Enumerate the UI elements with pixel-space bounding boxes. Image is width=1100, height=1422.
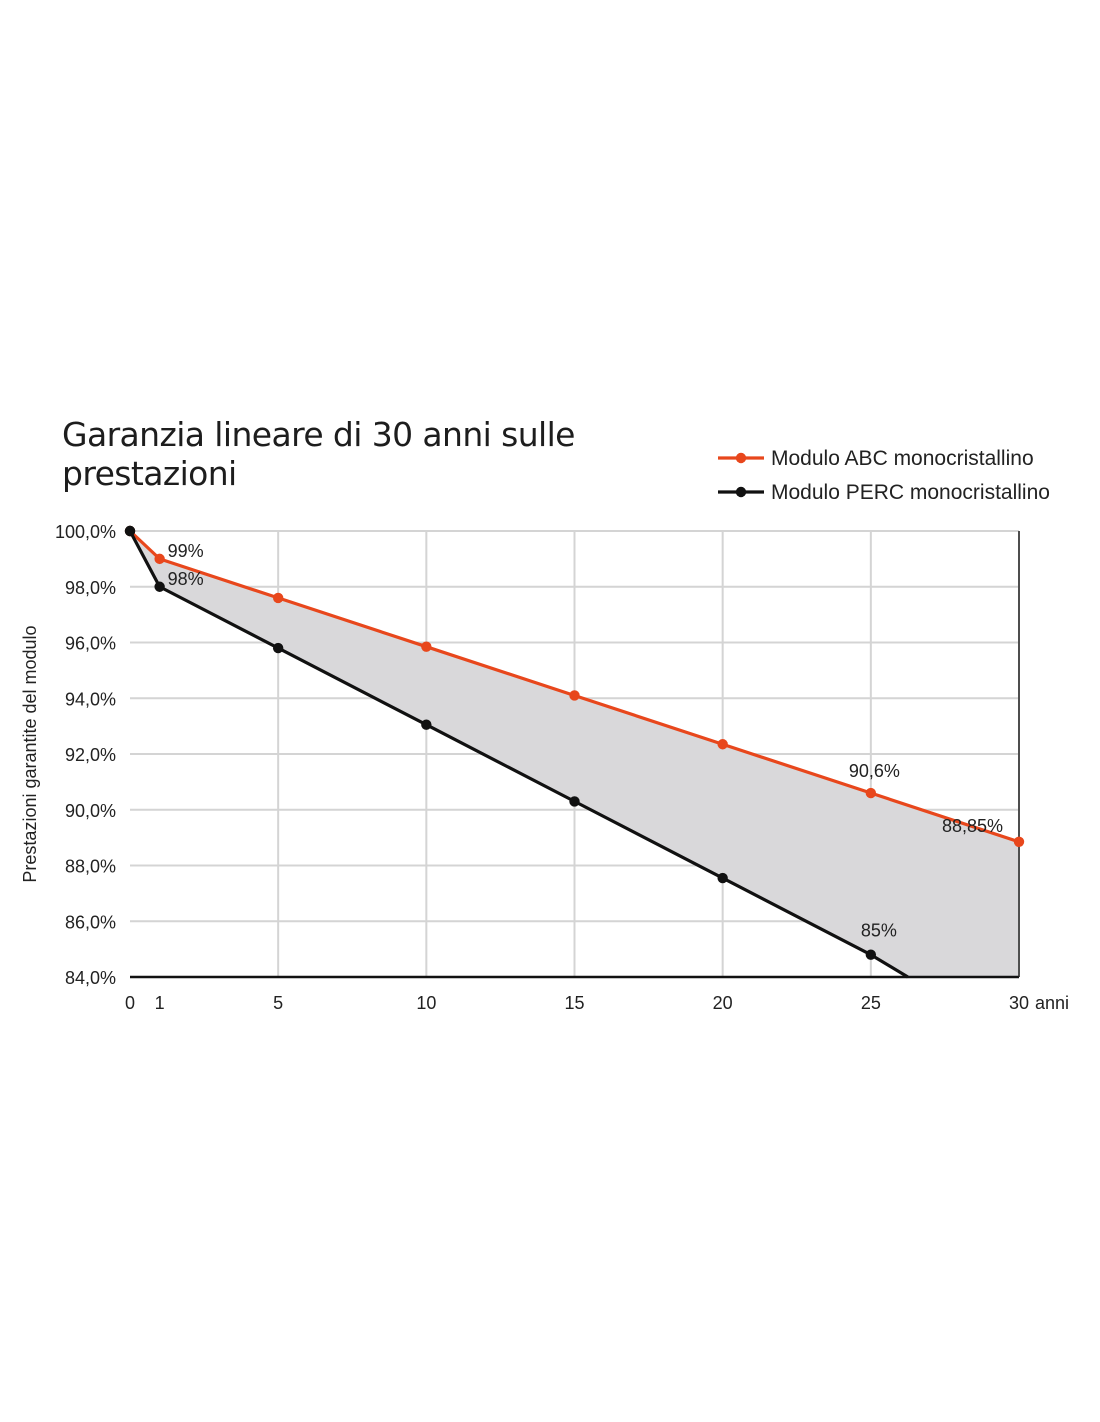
chart-title-line-1: Garanzia lineare di 30 anni sulle bbox=[62, 415, 575, 454]
data-label: 90,6% bbox=[849, 761, 900, 781]
data-point-abc bbox=[421, 641, 432, 652]
data-point-perc bbox=[717, 872, 728, 884]
x-tick-label: 20 bbox=[713, 993, 733, 1013]
y-tick-label: 96,0% bbox=[65, 634, 116, 654]
data-point-abc bbox=[569, 690, 580, 701]
data-label: 85% bbox=[861, 921, 897, 941]
data-point-perc bbox=[569, 796, 580, 807]
data-point-abc bbox=[717, 739, 728, 750]
data-point-abc bbox=[272, 592, 284, 604]
x-tick-label: 5 bbox=[273, 993, 283, 1013]
data-point-abc bbox=[154, 553, 165, 565]
data-label: 99% bbox=[168, 541, 204, 561]
shaded-gap-area bbox=[130, 531, 1019, 977]
data-label: 88,85% bbox=[942, 816, 1003, 836]
data-point-perc bbox=[865, 949, 877, 960]
x-tick-label: 25 bbox=[861, 993, 881, 1013]
x-tick-label: 1 bbox=[155, 993, 165, 1013]
legend-label: Modulo PERC monocristallino bbox=[771, 481, 1050, 504]
legend-swatch-marker bbox=[735, 486, 747, 498]
legend-swatch-marker bbox=[735, 452, 747, 464]
y-tick-label: 92,0% bbox=[65, 745, 116, 765]
data-point-perc bbox=[421, 719, 432, 730]
x-tick-label: 30 bbox=[1009, 993, 1029, 1013]
y-tick-label: 94,0% bbox=[65, 689, 116, 709]
y-tick-label: 98,0% bbox=[65, 578, 116, 598]
x-tick-label: 0 bbox=[125, 993, 135, 1013]
data-point-abc bbox=[1013, 836, 1025, 848]
data-label: 98% bbox=[168, 569, 204, 589]
y-axis-title: Prestazioni garantite del modulo bbox=[20, 625, 40, 882]
series-line-perc bbox=[128, 530, 909, 979]
x-tick-label: 15 bbox=[564, 993, 584, 1013]
chart-title-line-2: prestazioni bbox=[62, 454, 237, 493]
x-axis-title: anni bbox=[1035, 993, 1069, 1013]
series-line-abc bbox=[128, 529, 1020, 844]
y-tick-label: 84,0% bbox=[65, 968, 116, 988]
data-point-perc bbox=[272, 642, 284, 654]
chart-legend: Modulo ABC monocristallino Modulo PERC mo… bbox=[718, 447, 1050, 504]
legend-label: Modulo ABC monocristallino bbox=[771, 447, 1034, 470]
x-tick-label: 10 bbox=[416, 993, 436, 1013]
y-tick-label: 88,0% bbox=[65, 857, 116, 877]
plot-area: 84,0% 86,0% 88,0% 90,0% 92,0% 94,0% 96,0% 98,0%… bbox=[55, 522, 1029, 1013]
y-tick-label: 100,0% bbox=[55, 522, 116, 542]
chart-title: Garanzia lineare di 30 anni sulle presta… bbox=[62, 415, 575, 493]
data-point-origin bbox=[124, 525, 136, 537]
y-tick-label: 90,0% bbox=[65, 801, 116, 821]
y-tick-label: 86,0% bbox=[65, 912, 116, 932]
data-point-abc bbox=[865, 787, 877, 799]
data-point-perc bbox=[154, 581, 165, 592]
